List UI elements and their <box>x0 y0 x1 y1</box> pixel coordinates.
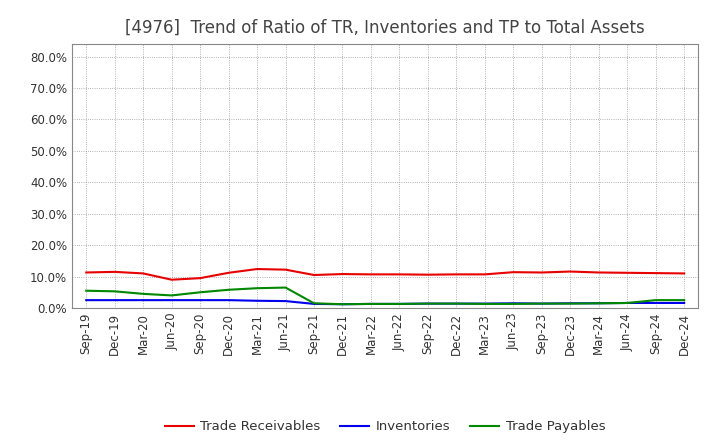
Trade Payables <box>282 285 290 290</box>
Inventories <box>167 297 176 303</box>
Trade Payables <box>595 301 603 306</box>
Inventories <box>225 297 233 303</box>
Trade Receivables <box>537 270 546 275</box>
Trade Receivables <box>452 272 461 277</box>
Trade Receivables <box>509 270 518 275</box>
Trade Receivables <box>167 277 176 282</box>
Inventories <box>452 301 461 306</box>
Trade Payables <box>139 291 148 297</box>
Inventories <box>623 301 631 306</box>
Trade Receivables <box>338 271 347 277</box>
Inventories <box>480 301 489 306</box>
Trade Receivables <box>139 271 148 276</box>
Trade Payables <box>423 301 432 306</box>
Trade Payables <box>366 301 375 307</box>
Trade Receivables <box>395 272 404 277</box>
Trade Receivables <box>310 272 318 278</box>
Trade Receivables <box>110 269 119 275</box>
Inventories <box>537 301 546 306</box>
Trade Payables <box>680 297 688 303</box>
Line: Trade Payables: Trade Payables <box>86 288 684 304</box>
Trade Payables <box>338 301 347 307</box>
Trade Payables <box>537 301 546 306</box>
Trade Payables <box>566 301 575 306</box>
Trade Receivables <box>423 272 432 277</box>
Inventories <box>253 298 261 304</box>
Trade Payables <box>310 301 318 306</box>
Trade Receivables <box>225 270 233 275</box>
Trade Receivables <box>595 270 603 275</box>
Inventories <box>652 301 660 306</box>
Trade Receivables <box>196 275 204 281</box>
Inventories <box>82 297 91 303</box>
Line: Inventories: Inventories <box>86 300 684 304</box>
Inventories <box>196 297 204 303</box>
Trade Payables <box>196 290 204 295</box>
Inventories <box>338 301 347 307</box>
Trade Payables <box>623 301 631 306</box>
Inventories <box>139 297 148 303</box>
Inventories <box>110 297 119 303</box>
Trade Payables <box>167 293 176 298</box>
Trade Receivables <box>82 270 91 275</box>
Inventories <box>423 301 432 306</box>
Trade Receivables <box>566 269 575 274</box>
Inventories <box>680 301 688 306</box>
Trade Payables <box>452 301 461 306</box>
Trade Receivables <box>366 272 375 277</box>
Inventories <box>395 301 404 307</box>
Trade Payables <box>395 301 404 307</box>
Trade Payables <box>652 297 660 303</box>
Inventories <box>595 301 603 306</box>
Trade Receivables <box>253 266 261 271</box>
Inventories <box>509 301 518 306</box>
Trade Receivables <box>480 272 489 277</box>
Inventories <box>366 301 375 307</box>
Trade Receivables <box>680 271 688 276</box>
Trade Receivables <box>623 270 631 275</box>
Inventories <box>310 301 318 307</box>
Trade Payables <box>225 287 233 293</box>
Inventories <box>282 298 290 304</box>
Legend: Trade Receivables, Inventories, Trade Payables: Trade Receivables, Inventories, Trade Pa… <box>159 415 611 439</box>
Trade Payables <box>82 288 91 293</box>
Trade Payables <box>480 301 489 307</box>
Inventories <box>566 301 575 306</box>
Title: [4976]  Trend of Ratio of TR, Inventories and TP to Total Assets: [4976] Trend of Ratio of TR, Inventories… <box>125 19 645 37</box>
Line: Trade Receivables: Trade Receivables <box>86 269 684 280</box>
Trade Receivables <box>282 267 290 272</box>
Trade Receivables <box>652 271 660 276</box>
Trade Payables <box>110 289 119 294</box>
Trade Payables <box>509 301 518 307</box>
Trade Payables <box>253 286 261 291</box>
